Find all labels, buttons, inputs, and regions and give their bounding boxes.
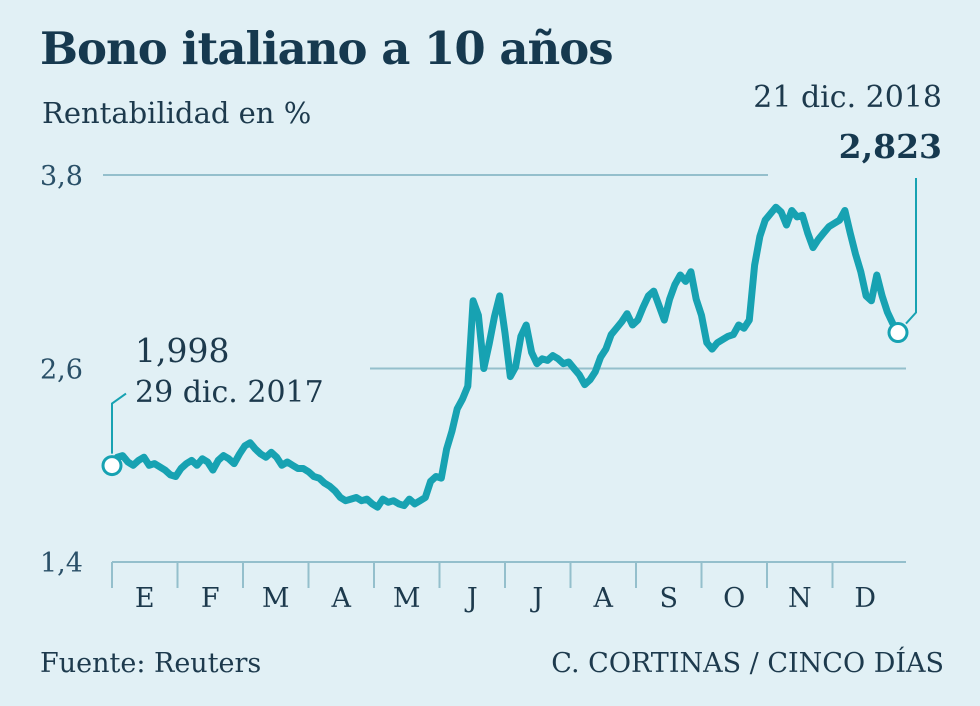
month-label: A — [593, 583, 614, 614]
yield-series-line — [108, 203, 902, 511]
gridlines: 1,4 2,6 3,8 — [40, 161, 906, 579]
credit-note: C. CORTINAS / CINCO DÍAS — [551, 648, 944, 679]
start-leader-line — [111, 392, 127, 454]
month-label: M — [393, 583, 421, 614]
end-leader-line — [905, 178, 917, 325]
month-label: M — [262, 583, 290, 614]
month-label: J — [464, 583, 478, 614]
month-label: J — [529, 583, 543, 614]
month-label: F — [201, 583, 220, 614]
month-label: S — [660, 583, 679, 614]
end-date-label: 21 dic. 2018 — [753, 80, 942, 115]
start-value-label: 1,998 — [135, 331, 229, 370]
month-label: D — [854, 583, 876, 614]
month-label: A — [331, 583, 352, 614]
y-tick-label: 3,8 — [40, 161, 83, 192]
y-tick-label: 2,6 — [40, 355, 83, 386]
month-label: N — [788, 583, 812, 614]
chart-subtitle: Rentabilidad en % — [42, 96, 312, 130]
series-layer — [108, 203, 902, 511]
month-label: E — [135, 583, 155, 614]
start-date-label: 29 dic. 2017 — [135, 375, 324, 410]
start-point-marker — [101, 455, 123, 477]
chart-title: Bono italiano a 10 años — [40, 22, 614, 75]
y-tick-label: 1,4 — [40, 548, 83, 579]
annotations: 1,998 29 dic. 2017 21 dic. 2018 2,823 — [101, 80, 942, 477]
month-label: O — [723, 583, 745, 614]
source-note: Fuente: Reuters — [40, 648, 262, 679]
end-point-marker — [887, 322, 909, 344]
end-value-label: 2,823 — [839, 127, 942, 166]
